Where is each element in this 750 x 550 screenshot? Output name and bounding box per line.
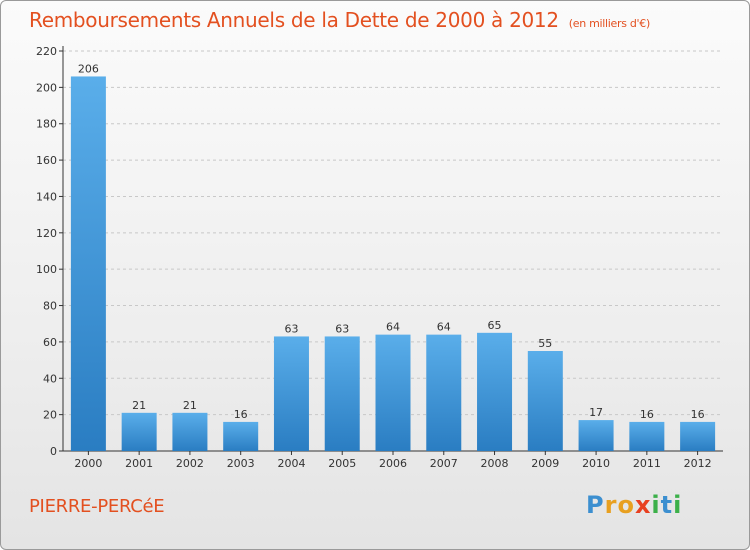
y-tick-label: 60 (43, 336, 57, 349)
logo-letter: i (651, 491, 661, 519)
bar-value-label: 17 (589, 406, 603, 419)
bar (172, 412, 208, 451)
logo-letter: P (586, 491, 605, 519)
x-tick-label: 2003 (227, 457, 255, 470)
y-tick-label: 80 (43, 300, 57, 313)
y-tick-label: 20 (43, 409, 57, 422)
x-tick-label: 2007 (430, 457, 458, 470)
bar-value-label: 64 (386, 321, 400, 334)
y-tick-label: 160 (36, 154, 57, 167)
bar-value-label: 16 (640, 408, 654, 421)
x-tick-label: 2011 (633, 457, 661, 470)
bar (121, 412, 157, 451)
y-tick-label: 180 (36, 118, 57, 131)
bar-value-label: 206 (78, 62, 99, 75)
x-tick-label: 2009 (531, 457, 559, 470)
bar (426, 334, 462, 451)
bar-value-label: 16 (691, 408, 705, 421)
bar-value-label: 64 (437, 321, 451, 334)
place-name: PIERRE-PERCéE (29, 496, 165, 517)
bar-value-label: 21 (132, 399, 146, 412)
bar-value-label: 63 (335, 322, 349, 335)
bar (477, 332, 513, 451)
y-tick-label: 40 (43, 372, 57, 385)
bar-value-label: 16 (234, 408, 248, 421)
y-tick-label: 0 (50, 445, 57, 458)
y-tick-label: 140 (36, 190, 57, 203)
x-tick-label: 2010 (582, 457, 610, 470)
x-tick-label: 2006 (379, 457, 407, 470)
x-tick-label: 2000 (74, 457, 102, 470)
title-text: Remboursements Annuels de la Dette de 20… (29, 8, 559, 32)
proxiti-logo: Proxiti (586, 491, 682, 519)
x-tick-label: 2008 (481, 457, 509, 470)
bar (273, 336, 309, 451)
y-tick-label: 100 (36, 263, 57, 276)
bar (680, 421, 716, 451)
bar (527, 351, 563, 451)
x-tick-label: 2002 (176, 457, 204, 470)
logo-letter: t (660, 491, 674, 519)
chart-subtitle: (en milliers d'€) (568, 17, 650, 30)
bar (70, 76, 106, 452)
x-tick-label: 2012 (684, 457, 712, 470)
logo-letter: r (604, 491, 618, 519)
y-tick-label: 200 (36, 81, 57, 94)
bar (629, 421, 665, 451)
bar (223, 421, 259, 451)
x-tick-label: 2005 (328, 457, 356, 470)
y-tick-label: 220 (36, 45, 57, 58)
bar (578, 420, 614, 451)
chart-title: Remboursements Annuels de la Dette de 20… (29, 8, 650, 32)
bar (375, 334, 411, 451)
bar-value-label: 55 (538, 337, 552, 350)
logo-letter: i (673, 491, 683, 519)
x-tick-label: 2004 (277, 457, 305, 470)
bar-value-label: 65 (488, 319, 502, 332)
logo-letter: x (634, 491, 652, 519)
bar-value-label: 21 (183, 399, 197, 412)
bar-value-label: 63 (284, 322, 298, 335)
x-tick-label: 2001 (125, 457, 153, 470)
y-tick-label: 120 (36, 227, 57, 240)
bar (324, 336, 360, 451)
logo-letter: o (617, 491, 635, 519)
